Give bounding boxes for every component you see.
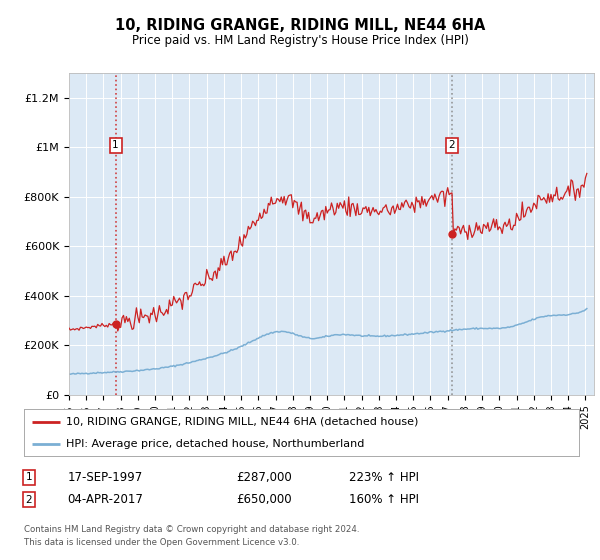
Text: Price paid vs. HM Land Registry's House Price Index (HPI): Price paid vs. HM Land Registry's House … [131, 34, 469, 47]
Text: 04-APR-2017: 04-APR-2017 [67, 493, 143, 506]
Text: 10, RIDING GRANGE, RIDING MILL, NE44 6HA (detached house): 10, RIDING GRANGE, RIDING MILL, NE44 6HA… [65, 417, 418, 427]
Text: 223% ↑ HPI: 223% ↑ HPI [349, 470, 419, 484]
Text: 1: 1 [112, 140, 119, 150]
Text: 17-SEP-1997: 17-SEP-1997 [67, 470, 143, 484]
Text: This data is licensed under the Open Government Licence v3.0.: This data is licensed under the Open Gov… [24, 538, 299, 547]
Text: HPI: Average price, detached house, Northumberland: HPI: Average price, detached house, Nort… [65, 438, 364, 449]
Text: £650,000: £650,000 [236, 493, 292, 506]
Text: £287,000: £287,000 [236, 470, 292, 484]
Text: 2: 2 [25, 494, 32, 505]
Text: 2: 2 [449, 140, 455, 150]
Text: 160% ↑ HPI: 160% ↑ HPI [349, 493, 419, 506]
Text: 1: 1 [25, 472, 32, 482]
Text: 10, RIDING GRANGE, RIDING MILL, NE44 6HA: 10, RIDING GRANGE, RIDING MILL, NE44 6HA [115, 18, 485, 32]
Text: Contains HM Land Registry data © Crown copyright and database right 2024.: Contains HM Land Registry data © Crown c… [24, 525, 359, 534]
